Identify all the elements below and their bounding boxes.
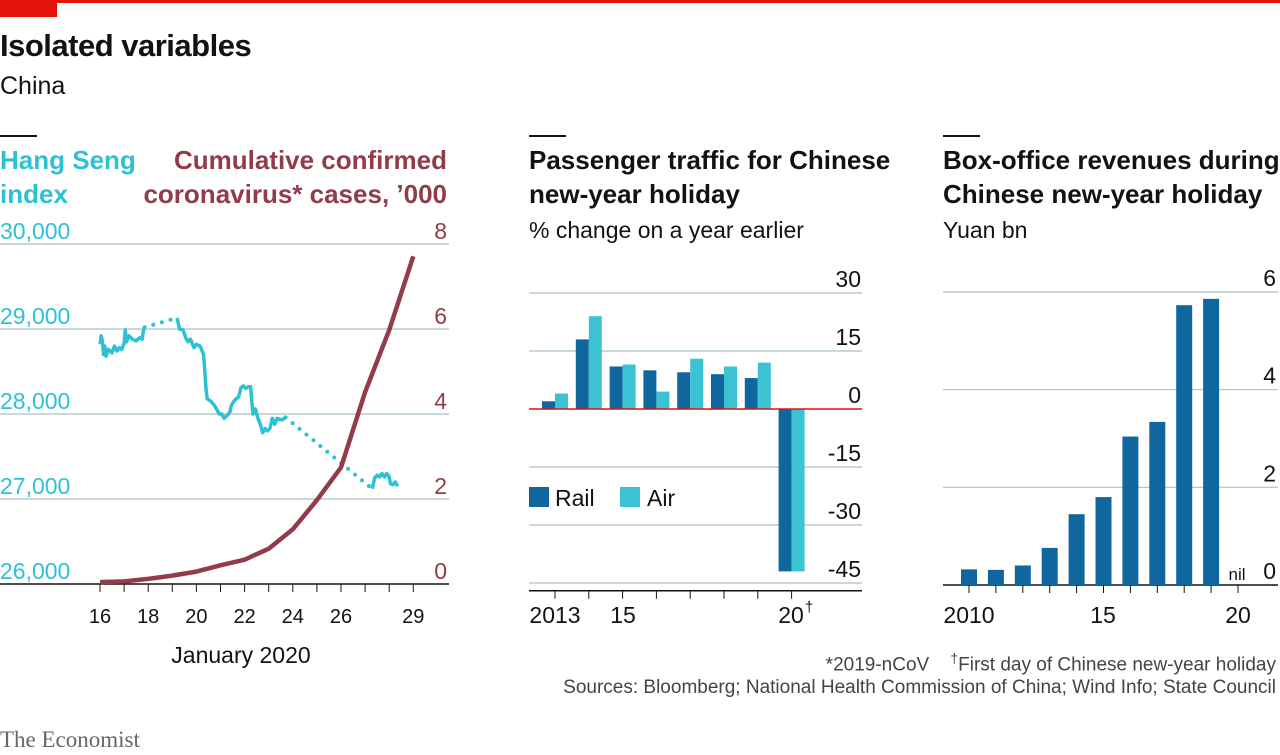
x-tick-label: 24 bbox=[282, 606, 304, 628]
footnote-notes: *2019-nCoV †First day of Chinese new-yea… bbox=[826, 650, 1276, 676]
bar-box-office bbox=[1203, 298, 1220, 585]
x-tick-label: 20 bbox=[778, 602, 804, 628]
x-tick-dagger: † bbox=[805, 599, 813, 616]
footnote-coronavirus: *2019-nCoV bbox=[825, 654, 930, 676]
y-tick-label-left: 29,000 bbox=[0, 303, 70, 329]
bar-rail bbox=[778, 409, 792, 572]
y-tick-label-left: 30,000 bbox=[0, 218, 70, 244]
bar-air bbox=[690, 358, 704, 409]
cases-line bbox=[99, 255, 416, 585]
y-tick-label: -45 bbox=[828, 556, 861, 582]
bar-box-office bbox=[1122, 436, 1139, 585]
x-tick-label: 20 bbox=[185, 606, 207, 628]
hang-seng-gap-line bbox=[283, 415, 375, 491]
x-tick-label: 15 bbox=[610, 602, 636, 628]
chart-subtitle: China bbox=[0, 72, 66, 100]
y-tick-label-right: 6 bbox=[434, 303, 447, 329]
nil-label: nil bbox=[1228, 565, 1245, 584]
bar-air bbox=[588, 316, 602, 409]
bar-air bbox=[791, 409, 805, 572]
top-accent-line bbox=[0, 0, 1280, 3]
panel-title: Passenger traffic for Chinese bbox=[529, 145, 890, 175]
x-tick-label: 29 bbox=[402, 606, 424, 628]
bar-air bbox=[724, 366, 737, 409]
bar-air bbox=[757, 362, 771, 409]
right-axis-label: Cumulative confirmed bbox=[174, 145, 447, 175]
x-tick-label: 16 bbox=[89, 606, 111, 628]
panel-subtitle: Yuan bn bbox=[943, 217, 1027, 243]
y-tick-label-left: 26,000 bbox=[0, 558, 70, 584]
footnote-holiday: First day of Chinese new-year holiday bbox=[958, 654, 1276, 676]
y-tick-label: 30 bbox=[835, 266, 861, 292]
y-tick-label: 0 bbox=[848, 382, 861, 408]
y-tick-label-right: 0 bbox=[434, 558, 447, 584]
bar-rail bbox=[711, 374, 724, 409]
x-tick-label: 15 bbox=[1090, 602, 1116, 628]
bar-rail bbox=[643, 370, 657, 409]
bar-rail bbox=[542, 401, 555, 409]
x-tick-label: 2013 bbox=[529, 602, 580, 628]
hang-seng-line bbox=[370, 471, 400, 490]
bar-box-office bbox=[1014, 565, 1031, 585]
panel-title: Box-office revenues during bbox=[943, 145, 1280, 175]
bar-box-office bbox=[1149, 421, 1166, 585]
right-axis-label: coronavirus* cases, ’000 bbox=[143, 179, 447, 209]
hang-seng-line bbox=[98, 326, 147, 358]
legend-label-air: Air bbox=[647, 485, 675, 511]
bar-box-office bbox=[1176, 305, 1193, 585]
y-tick-label: -15 bbox=[828, 440, 861, 466]
bar-box-office bbox=[1068, 514, 1085, 585]
bar-rail bbox=[677, 372, 691, 409]
bar-box-office bbox=[1041, 547, 1058, 585]
x-tick-label: 18 bbox=[137, 606, 159, 628]
x-tick-label: 20 bbox=[1225, 602, 1251, 628]
y-tick-label: 2 bbox=[1263, 460, 1276, 486]
y-tick-label-right: 2 bbox=[434, 473, 447, 499]
y-tick-label: 4 bbox=[1263, 363, 1276, 389]
bar-rail bbox=[609, 366, 623, 409]
bar-air bbox=[555, 393, 568, 409]
red-tag bbox=[0, 0, 57, 17]
bar-rail bbox=[575, 339, 589, 409]
y-tick-label: 6 bbox=[1263, 265, 1276, 291]
y-tick-label: 0 bbox=[1263, 558, 1276, 584]
panel-subtitle: % change on a year earlier bbox=[529, 217, 804, 243]
y-tick-label-right: 8 bbox=[434, 218, 447, 244]
y-tick-label: 15 bbox=[835, 324, 861, 350]
bar-air bbox=[622, 364, 636, 409]
legend-swatch-air bbox=[620, 487, 640, 507]
hang-seng-line bbox=[175, 317, 287, 435]
bar-air bbox=[656, 391, 670, 409]
hang-seng-gap-line bbox=[142, 315, 180, 330]
x-tick-label: 22 bbox=[233, 606, 255, 628]
legend-label-rail: Rail bbox=[555, 485, 595, 511]
x-axis-label: January 2020 bbox=[171, 642, 310, 668]
left-axis-label: index bbox=[0, 179, 68, 209]
y-tick-label-left: 28,000 bbox=[0, 388, 70, 414]
x-tick-label: 2010 bbox=[943, 602, 994, 628]
brand-logo-text: The Economist bbox=[0, 727, 140, 752]
bar-box-office bbox=[987, 569, 1004, 585]
bar-rail bbox=[744, 378, 758, 409]
x-tick-label: 26 bbox=[330, 606, 352, 628]
legend-swatch-rail bbox=[529, 487, 549, 507]
chart-title: Isolated variables bbox=[0, 28, 252, 63]
footnote-dagger: † bbox=[950, 650, 959, 666]
left-axis-label: Hang Seng bbox=[0, 145, 136, 175]
y-tick-label-right: 4 bbox=[434, 388, 447, 414]
y-tick-label-left: 27,000 bbox=[0, 473, 70, 499]
panel-title: new-year holiday bbox=[529, 179, 740, 209]
bar-box-office bbox=[1095, 497, 1112, 585]
footnote-sources: Sources: Bloomberg; National Health Comm… bbox=[563, 677, 1276, 698]
panel-title: Chinese new-year holiday bbox=[943, 179, 1263, 209]
y-tick-label: -30 bbox=[828, 498, 861, 524]
bar-box-office bbox=[961, 569, 977, 585]
